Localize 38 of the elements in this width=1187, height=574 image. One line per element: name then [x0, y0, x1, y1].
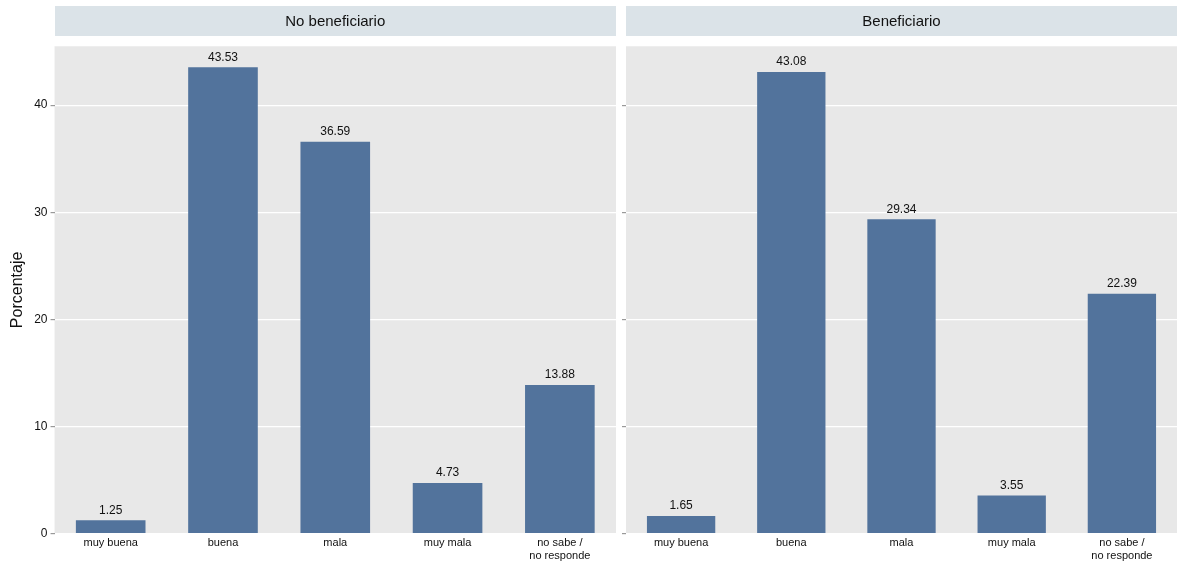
- bar: [188, 67, 258, 533]
- x-tick-label: muy mala: [423, 536, 473, 549]
- data-label: 3.55: [1000, 477, 1024, 492]
- x-tick-label: mala: [889, 536, 915, 549]
- y-tick-label: 10: [34, 418, 48, 433]
- data-label: 36.59: [320, 123, 351, 138]
- data-label: 43.08: [776, 54, 807, 69]
- x-tick-label: mala: [323, 536, 349, 549]
- chart-title: No beneficiario: [54, 6, 616, 36]
- x-tick-label: muy mala: [987, 536, 1037, 549]
- bar: [412, 482, 483, 533]
- bar: [1087, 293, 1157, 533]
- x-tick-label: no sabe / no responde: [529, 536, 591, 562]
- data-label: 1.65: [669, 498, 694, 513]
- x-tick-label: muy buena: [83, 536, 139, 549]
- x-tick-label: muy buena: [653, 536, 710, 549]
- x-tick-label: buena: [776, 536, 808, 549]
- bar: [977, 495, 1046, 533]
- x-tick-label: no sabe / no responde: [1091, 536, 1153, 562]
- data-label: 1.25: [99, 502, 123, 517]
- bar: [75, 520, 146, 533]
- data-label: 43.53: [207, 49, 239, 64]
- data-label: 13.88: [544, 367, 576, 382]
- y-tick-label: 40: [34, 97, 48, 112]
- bar: [300, 141, 371, 533]
- y-tick-label: 20: [34, 311, 48, 326]
- bar: [867, 219, 936, 533]
- data-label: 29.34: [886, 201, 917, 216]
- y-tick-label: 30: [34, 204, 48, 219]
- data-label: 22.39: [1106, 276, 1138, 291]
- y-tick-label: 0: [40, 525, 48, 540]
- x-tick-label: buena: [207, 536, 240, 549]
- bar: [525, 384, 595, 533]
- chart-title: Beneficiario: [626, 6, 1177, 36]
- data-label: 4.73: [435, 465, 460, 480]
- bar: [646, 515, 716, 533]
- y-axis-title: Porcentaje: [8, 251, 26, 329]
- bar: [757, 72, 826, 533]
